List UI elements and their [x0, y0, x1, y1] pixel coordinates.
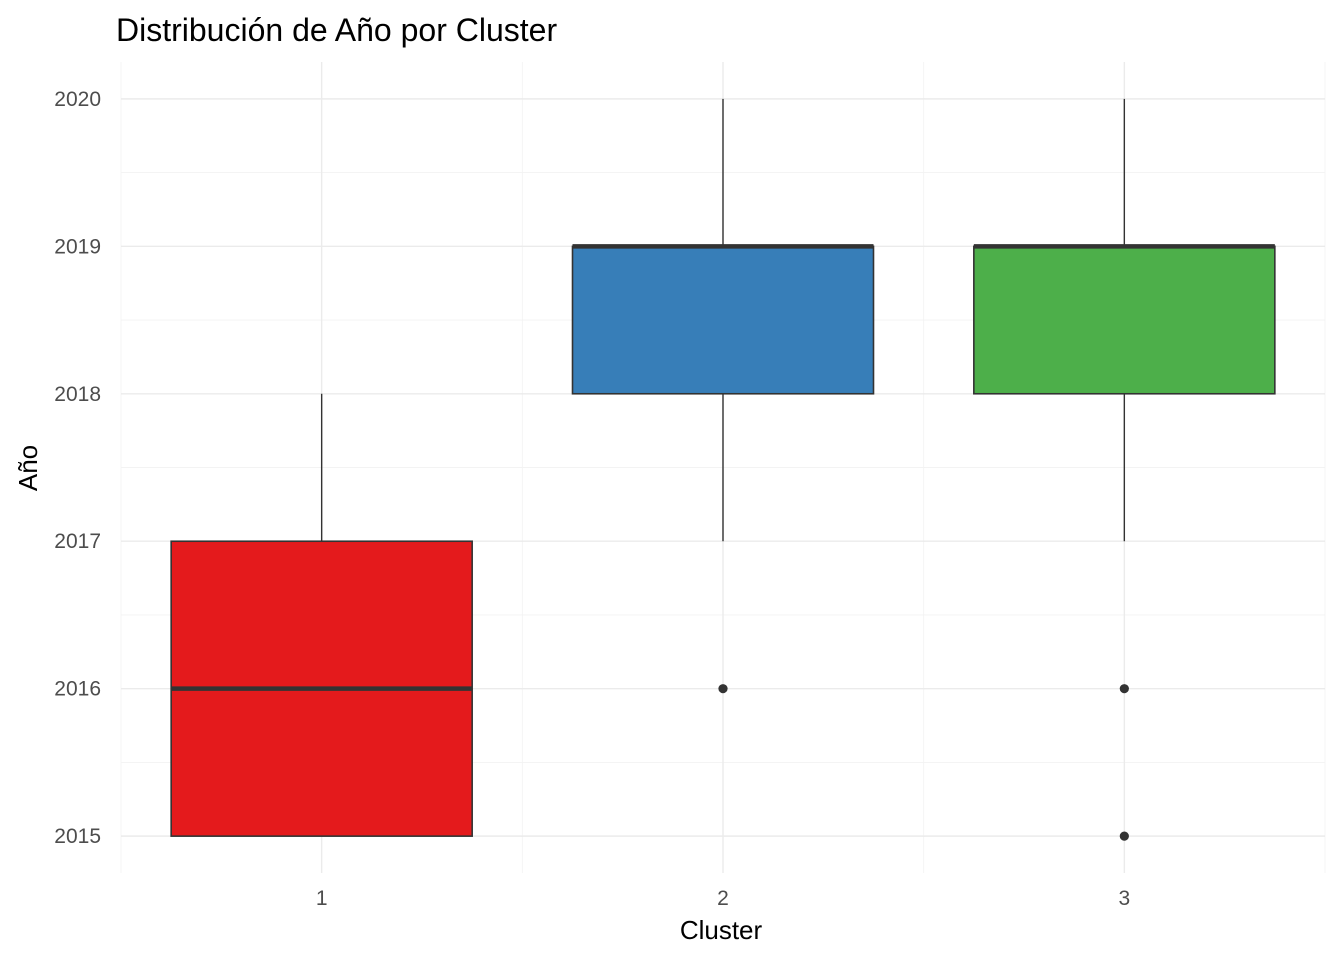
- y-tick-label: 2016: [54, 678, 101, 701]
- boxplot-cluster-3: [973, 98, 1276, 841]
- x-tick-label: 3: [1118, 887, 1130, 910]
- plot-marks: [170, 98, 1276, 841]
- boxplot-cluster-2: [571, 98, 875, 694]
- box: [973, 245, 1276, 395]
- x-axis-title: Cluster: [680, 915, 763, 945]
- x-tick-label: 2: [717, 887, 729, 910]
- box: [571, 245, 875, 395]
- chart-title: Distribución de Año por Cluster: [116, 12, 557, 48]
- y-tick-label: 2015: [54, 825, 101, 848]
- y-axis-title: Año: [13, 445, 43, 491]
- outlier-point: [718, 684, 728, 694]
- y-tick-label: 2018: [54, 383, 101, 406]
- y-tick-label: 2017: [54, 530, 101, 553]
- y-tick-label: 2020: [54, 88, 101, 111]
- x-tick-label: 1: [316, 887, 328, 910]
- outlier-point: [1119, 684, 1129, 694]
- tick-labels: 2015 2016 2017 2018 2019 2020 1 2 3: [54, 88, 1130, 910]
- outlier-point: [1119, 831, 1129, 841]
- boxplot-cluster-1: [170, 393, 473, 837]
- y-tick-label: 2019: [54, 235, 101, 258]
